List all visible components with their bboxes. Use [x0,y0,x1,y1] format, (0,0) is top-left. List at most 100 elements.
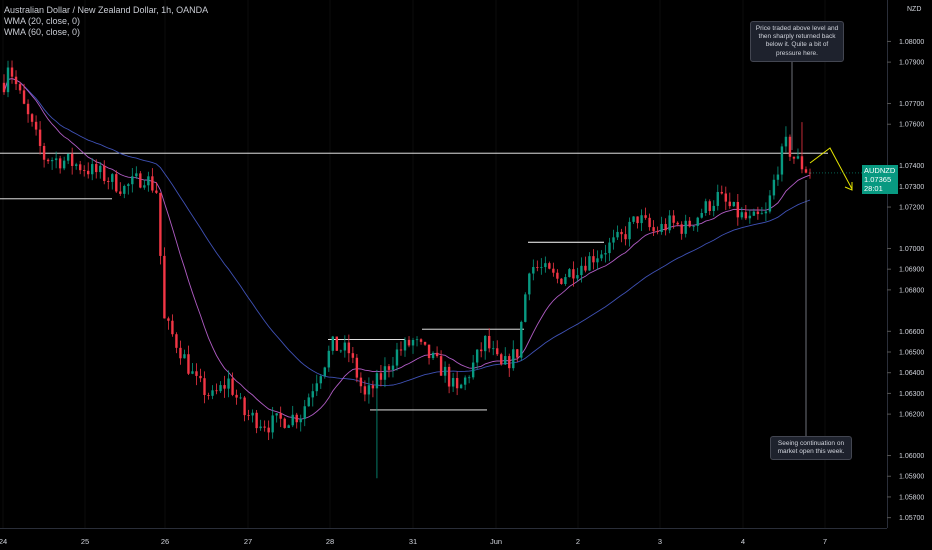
candle-body [600,254,603,259]
candle-body [315,383,318,392]
candle-body [728,201,732,207]
projection-arrow-head [844,182,853,191]
candle-body [608,242,611,254]
candle-body [6,67,10,93]
candle-body [319,376,322,384]
candle-body [780,146,784,175]
candle-body [14,76,18,85]
candle-body [215,390,218,392]
candle-body [696,217,699,226]
candle-body [327,350,331,368]
time-axis[interactable]: 24 25 26 27 28 31 Jun 2 3 4 7 [0,537,827,546]
annotation-callout-top[interactable]: Price traded above level and then sharpl… [750,21,844,62]
candle-body [632,216,635,222]
candle-body [776,174,780,180]
candle-body [451,378,455,387]
candle-body [195,371,198,376]
candle-body [251,412,254,416]
price-tick-label: 1.06900 [899,267,924,274]
candle-body [704,201,707,213]
price-tick-label: 1.05900 [899,474,924,481]
candle-body [540,267,543,268]
candle-body [359,377,363,387]
candle-body [335,336,339,351]
candle-body [311,391,314,398]
candle-body [167,318,170,321]
indicator-wma-60[interactable]: WMA (60, close, 0) [4,27,81,37]
candle-body [439,356,443,376]
annotation-text-top: Price traded above level and then sharpl… [755,25,839,57]
candle-body [387,366,391,370]
candle-body [199,375,202,379]
candle-body [403,339,407,351]
indicator-wma-20[interactable]: WMA (20, close, 0) [4,16,81,26]
candle-body [423,341,427,345]
candle-body [435,352,439,357]
candle-body [548,263,551,269]
candle-body [640,215,643,224]
candle-body [343,342,347,351]
candle-body [520,321,523,358]
candle-body [219,385,222,392]
price-tick-label: 1.06000 [899,453,924,460]
candle-body [295,414,298,423]
candle-body [680,224,683,234]
candle-body [788,136,792,157]
candle-body [612,237,615,243]
candle-body [560,278,563,284]
candle-body [756,211,760,215]
candle-body [50,160,54,162]
candle-body [668,215,671,231]
candle-body [800,156,804,170]
candle-body [70,153,74,166]
price-axis[interactable]: 1.08000 1.07900 1.07700 1.07600 1.07400 1.073… [887,39,924,522]
candle-body [536,267,539,268]
candle-body [656,231,659,233]
time-tick-label: 28 [326,537,334,546]
candle-body [383,366,387,380]
candle-body [151,176,154,191]
candle-body [243,397,246,416]
candle-body [179,347,182,359]
price-tick-label: 1.06200 [899,412,924,419]
candle-body [103,165,106,181]
annotation-text-bottom: Seeing continuation on market open this … [777,440,845,456]
candle-body [720,191,723,194]
candle-body [676,222,679,225]
candle-body [379,373,383,380]
candle-body [604,253,607,255]
candle-body [492,348,495,350]
price-tick-label: 1.07600 [899,122,924,129]
price-tick-label: 1.07000 [899,246,924,253]
candle-body [648,217,651,228]
time-tick-label: 7 [823,537,827,546]
candle-body [255,412,258,429]
symbol-title[interactable]: Australian Dollar / New Zealand Dollar, … [4,5,209,15]
candle-body [147,176,150,186]
candle-body [664,223,667,231]
candle-body [576,275,579,279]
time-tick-label: 3 [658,537,662,546]
candle-body [351,353,355,358]
candle-body [516,349,519,358]
candle-body [363,386,367,395]
candle-body [267,427,270,433]
candle-body [303,406,306,419]
candle-body [115,174,118,192]
candle-body [700,212,703,218]
candle-body [119,191,122,194]
candle-body [660,223,663,233]
annotation-callout-bottom[interactable]: Seeing continuation on market open this … [770,436,852,461]
price-tick-label: 1.05800 [899,494,924,501]
candle-body [479,349,483,352]
candle-body [467,377,471,379]
candle-body [620,231,623,235]
candle-body [447,366,451,387]
price-tick-label: 1.06400 [899,370,924,377]
price-tick-label: 1.06800 [899,287,924,294]
candle-body [708,201,711,212]
candle-body [684,220,687,234]
candle-body [299,418,302,423]
candle-body [411,339,415,346]
